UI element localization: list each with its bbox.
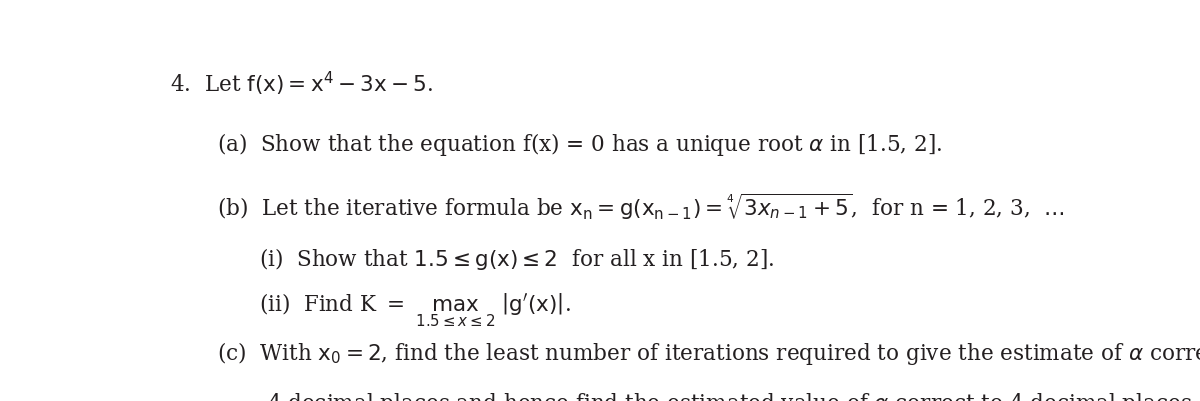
Text: (ii)  Find K $=$ $\underset{1.5 \leq x \leq 2}{\max}$ $\left|\mathrm{g'(x)}\righ: (ii) Find K $=$ $\underset{1.5 \leq x \l… bbox=[259, 292, 570, 329]
Text: 4 decimal places and hence find the estimated value of $\alpha$ correct to 4 dec: 4 decimal places and hence find the esti… bbox=[268, 391, 1198, 401]
Text: (a)  Show that the equation f(x) = 0 has a unique root $\alpha$ in [1.5, 2].: (a) Show that the equation f(x) = 0 has … bbox=[217, 132, 942, 158]
Text: (b)  Let the iterative formula be $\mathrm{x_n = g(x_{n-1})} = \sqrt[4]{3x_{n-1}: (b) Let the iterative formula be $\mathr… bbox=[217, 192, 1064, 223]
Text: 4.  Let $\mathrm{f(x) = x^4 - 3x - 5}$.: 4. Let $\mathrm{f(x) = x^4 - 3x - 5}$. bbox=[170, 70, 433, 98]
Text: (i)  Show that $1.5 \leq \mathrm{g(x)} \leq 2$  for all x in [1.5, 2].: (i) Show that $1.5 \leq \mathrm{g(x)} \l… bbox=[259, 246, 774, 272]
Text: (c)  With $\mathrm{x_0} = 2$, find the least number of iterations required to gi: (c) With $\mathrm{x_0} = 2$, find the le… bbox=[217, 340, 1200, 367]
